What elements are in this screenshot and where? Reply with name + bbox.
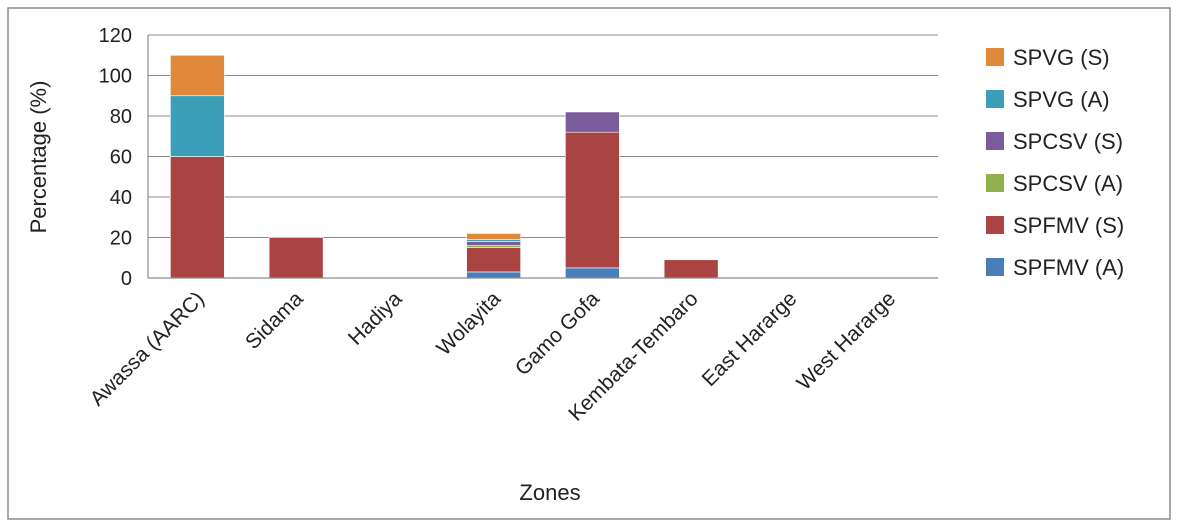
bar-segment	[466, 247, 521, 273]
y-tick-label: 120	[99, 25, 132, 47]
legend-label: SPFMV (S)	[1013, 213, 1124, 238]
bars	[170, 54, 719, 279]
legend-label: SPVG (A)	[1013, 87, 1110, 112]
legend-swatch	[986, 174, 1004, 192]
legend-label: SPVG (S)	[1013, 45, 1110, 70]
bar-segment	[170, 95, 225, 157]
legend-label: SPCSV (S)	[1013, 129, 1123, 154]
bar-segment	[466, 233, 521, 240]
bar-segment	[170, 54, 225, 97]
y-tick-label: 80	[110, 106, 132, 128]
bar-segment	[466, 241, 521, 246]
legend-swatch	[986, 132, 1004, 150]
bar-segment	[466, 239, 521, 242]
y-tick-label: 100	[99, 66, 132, 88]
y-tick-label: 20	[110, 228, 132, 250]
bar-segment	[565, 111, 620, 133]
bar-segment	[565, 267, 620, 279]
y-tick-label: 40	[110, 187, 132, 209]
legend-label: SPCSV (A)	[1013, 171, 1123, 196]
y-tick-label: 60	[110, 147, 132, 169]
bar-segment	[466, 271, 521, 279]
bar-segment	[565, 131, 620, 269]
x-axis-title: Zones	[519, 480, 580, 505]
y-tick-label: 0	[121, 268, 132, 290]
legend-swatch	[986, 48, 1004, 66]
bar-segment	[663, 259, 719, 279]
bar-segment	[466, 245, 521, 248]
legend: SPVG (S) SPVG (A) SPCSV (S) SPCSV (A) SPFMV …	[986, 45, 1124, 280]
bar-segment	[268, 237, 324, 279]
legend-label: SPFMV (A)	[1013, 255, 1124, 280]
y-axis-title: Percentage (%)	[26, 81, 51, 234]
bar-segment	[170, 156, 225, 279]
legend-swatch	[986, 90, 1004, 108]
legend-swatch	[986, 258, 1004, 276]
legend-swatch	[986, 216, 1004, 234]
